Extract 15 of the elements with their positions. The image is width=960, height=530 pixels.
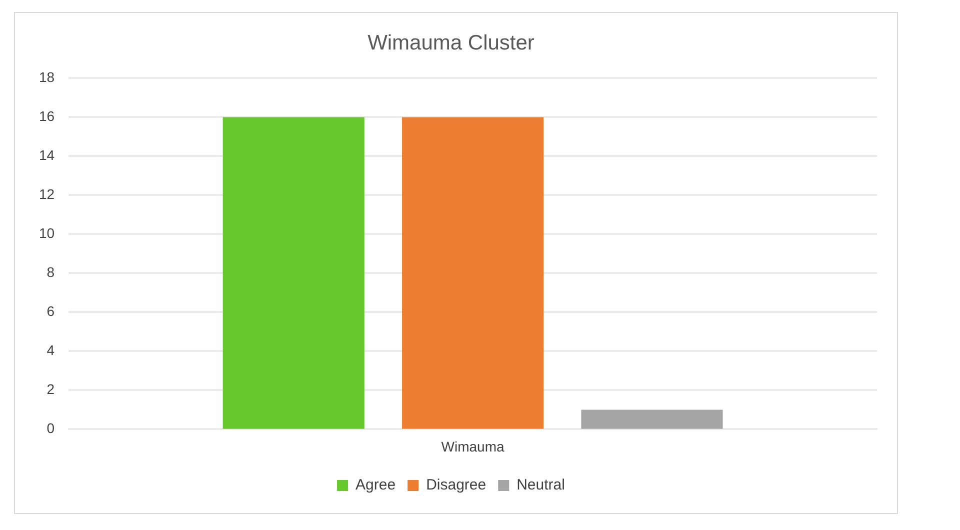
legend-label: Neutral: [516, 476, 565, 494]
y-tick-label: 4: [46, 342, 55, 358]
chart-title: Wimauma Cluster: [368, 31, 534, 54]
y-tick-label: 6: [46, 303, 55, 320]
y-tick-label: 8: [46, 264, 55, 280]
y-tick-label: 10: [38, 225, 55, 242]
x-tick-label: Wimauma: [441, 438, 504, 454]
legend-label: Agree: [356, 476, 396, 494]
y-tick-label: 0: [46, 420, 55, 436]
legend-label: Disagree: [426, 476, 486, 494]
y-tick-label: 18: [38, 69, 55, 86]
y-tick-label: 16: [38, 108, 55, 124]
y-tick-label: 2: [46, 381, 55, 398]
y-tick-label: 12: [38, 186, 55, 202]
y-tick-label: 14: [38, 147, 55, 164]
